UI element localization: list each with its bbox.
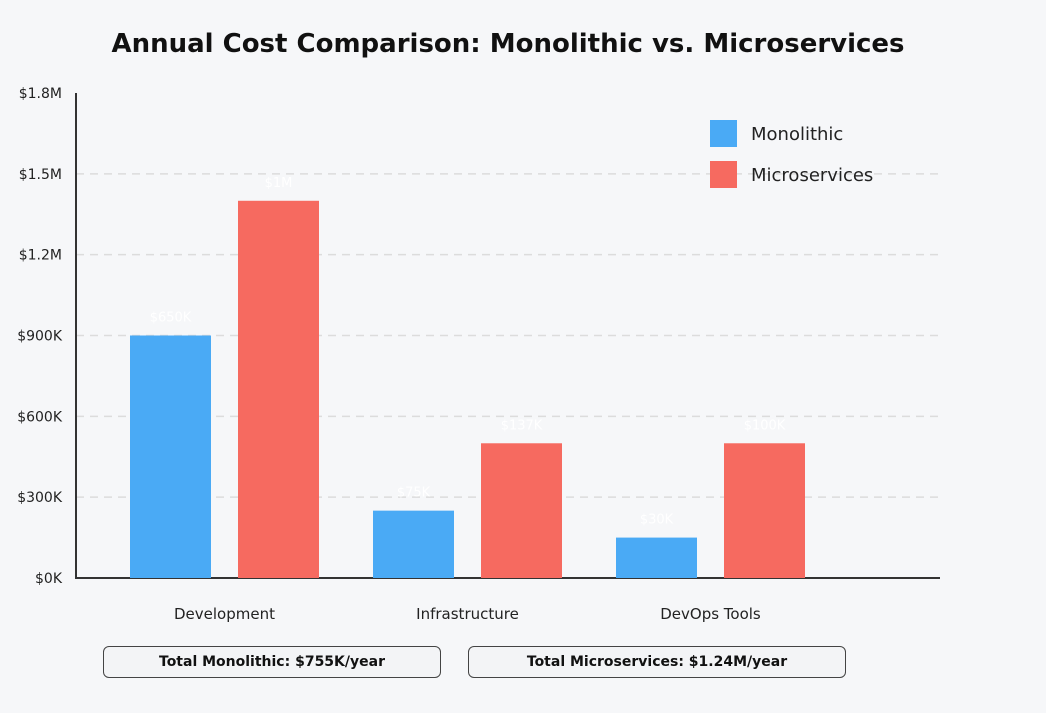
data-label: $75K (397, 486, 431, 501)
y-tick-label: $1.2M (19, 248, 62, 264)
y-tick-label: $300K (17, 490, 63, 506)
bar-microservices-infrastructure (481, 443, 562, 578)
bar-monolithic-devops-tools (616, 537, 697, 578)
x-category-label: Infrastructure (416, 605, 519, 623)
legend-label-monolithic: Monolithic (751, 124, 843, 145)
bar-microservices-devops-tools (724, 443, 805, 578)
x-category-label: Development (174, 605, 275, 623)
legend-swatch-microservices (710, 161, 737, 188)
y-tick-label: $1.5M (19, 167, 62, 183)
data-label: $650K (150, 311, 192, 326)
total-microservices-box: Total Microservices: $1.24M/year (468, 646, 846, 678)
data-label: $137K (501, 418, 543, 433)
x-category-label: DevOps Tools (660, 605, 761, 623)
bar-monolithic-infrastructure (373, 510, 454, 578)
y-tick-label: $600K (17, 409, 63, 425)
bars (130, 200, 805, 578)
bar-monolithic-development (130, 335, 211, 578)
data-label: $100K (744, 418, 786, 433)
chart-title: Annual Cost Comparison: Monolithic vs. M… (111, 29, 904, 59)
y-tick-label: $900K (17, 329, 63, 345)
data-label: $1M (265, 176, 293, 191)
legend: Monolithic Microservices (710, 120, 873, 188)
data-label: $30K (640, 513, 674, 528)
y-tick-labels: $0K $300K $600K $900K $1.2M $1.5M $1.8M (17, 86, 63, 587)
legend-label-microservices: Microservices (751, 165, 873, 186)
bar-microservices-development (238, 200, 319, 578)
y-tick-label: $1.8M (19, 86, 62, 102)
data-labels: $650K $1M $75K $137K $30K $100K (150, 176, 786, 528)
category-labels: Development Infrastructure DevOps Tools (174, 605, 761, 623)
legend-swatch-monolithic (710, 120, 737, 147)
y-tick-label: $0K (35, 571, 63, 587)
total-monolithic-box: Total Monolithic: $755K/year (103, 646, 441, 678)
